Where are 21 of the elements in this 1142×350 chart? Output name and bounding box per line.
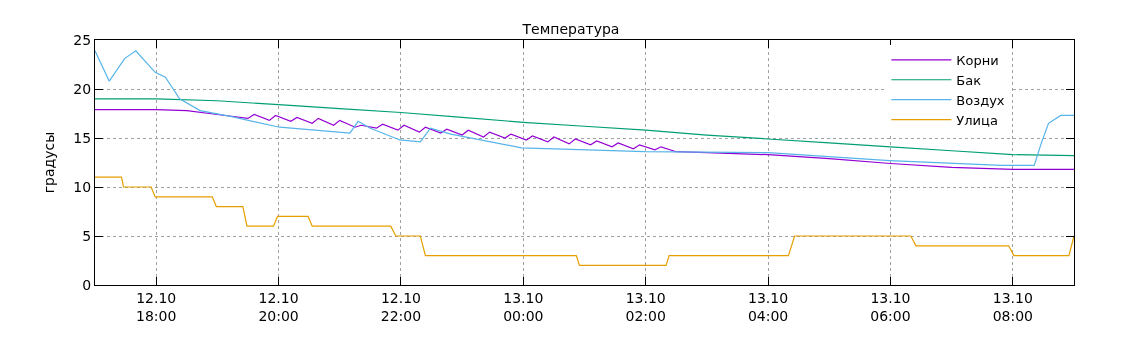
x-tick-label: 12.10 20:00 <box>258 289 299 324</box>
x-tick-label: 13.10 04:00 <box>747 289 789 324</box>
y-tick-label: 25 <box>73 31 92 48</box>
y-tick-label: 10 <box>73 178 92 195</box>
y-tick-label: 15 <box>73 129 92 146</box>
y-tick-label: 5 <box>82 227 92 244</box>
line-series <box>95 98 1074 157</box>
x-tick-label: 13.10 00:00 <box>503 289 544 324</box>
y-tick-label: 20 <box>73 80 92 97</box>
x-tick-label: 13.10 08:00 <box>992 289 1033 324</box>
chart-title: Температура <box>521 21 620 38</box>
x-tick-label: 12.10 18:00 <box>136 289 177 324</box>
x-tick-label: 13.10 02:00 <box>625 289 666 324</box>
legend-label: Бак <box>956 72 982 88</box>
y-tick-label: 0 <box>82 276 92 293</box>
legend-label: Корни <box>956 52 999 68</box>
x-tick-label: 12.10 22:00 <box>380 289 422 324</box>
y-axis-title: градусы <box>40 131 57 194</box>
legend-label: Воздух <box>956 92 1005 108</box>
legend-label: Улица <box>956 112 998 128</box>
x-tick-label: 13.10 06:00 <box>870 289 911 324</box>
